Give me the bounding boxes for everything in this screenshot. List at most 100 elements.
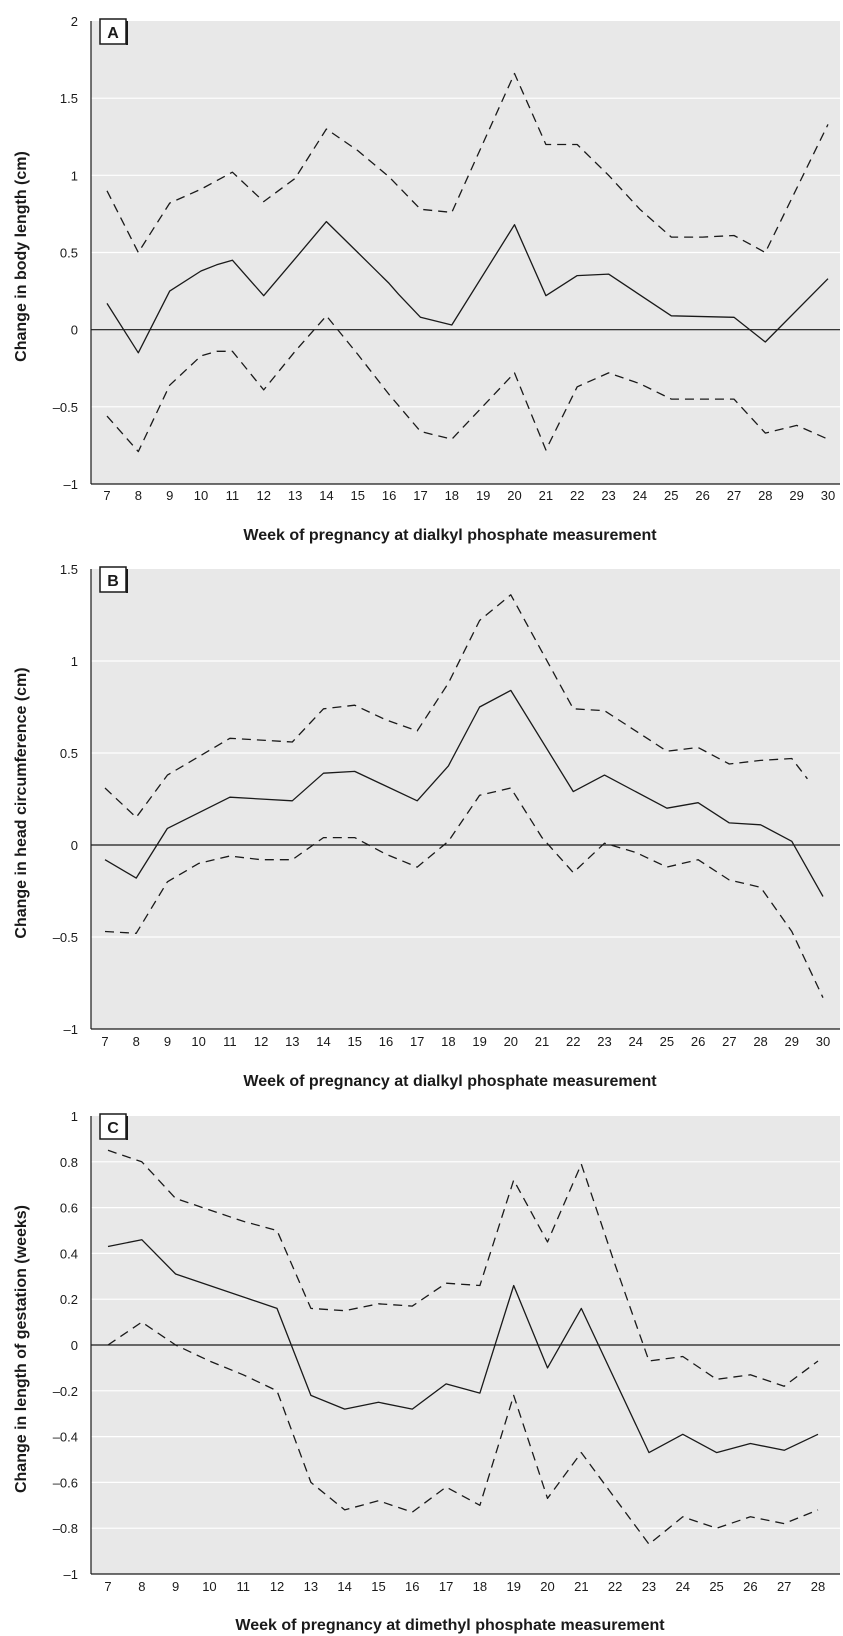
y-tick-label: 0	[71, 838, 78, 853]
y-tick-label: 0	[71, 323, 78, 338]
x-tick-label: 16	[379, 1034, 393, 1049]
y-tick-label: 0.5	[60, 246, 78, 261]
y-tick-label: 0.2	[60, 1292, 78, 1307]
x-tick-label: 11	[236, 1579, 250, 1594]
x-tick-label: 26	[743, 1579, 757, 1594]
y-tick-label: –0.2	[53, 1384, 78, 1399]
x-tick-label: 27	[777, 1579, 791, 1594]
x-tick-label: 17	[439, 1579, 453, 1594]
y-tick-label: –1	[64, 477, 78, 492]
x-tick-label: 21	[535, 1034, 549, 1049]
x-tick-label: 25	[664, 488, 678, 503]
y-tick-label: –0.4	[53, 1430, 78, 1445]
x-tick-label: 19	[472, 1034, 486, 1049]
x-tick-label: 23	[642, 1579, 656, 1594]
y-tick-label: –0.5	[53, 400, 78, 415]
x-tick-label: 28	[753, 1034, 767, 1049]
x-tick-label: 11	[223, 1034, 237, 1049]
x-tick-label: 22	[566, 1034, 580, 1049]
x-tick-label: 25	[660, 1034, 674, 1049]
confidence-bound-line	[104, 594, 808, 819]
x-tick-label: 16	[382, 488, 396, 503]
x-tick-label: 29	[785, 1034, 799, 1049]
y-tick-label: 0.6	[60, 1201, 78, 1216]
x-tick-label: 15	[371, 1579, 385, 1594]
x-tick-label: 23	[601, 488, 615, 503]
x-tick-label: 28	[758, 488, 772, 503]
x-tick-label: 13	[288, 488, 302, 503]
x-tick-label: 18	[473, 1579, 487, 1594]
y-tick-label: 1.5	[60, 91, 78, 106]
x-tick-label: 10	[202, 1579, 216, 1594]
y-tick-label: –0.8	[53, 1521, 78, 1536]
x-tick-label: 27	[727, 488, 741, 503]
x-axis-title: Week of pregnancy at dialkyl phosphate m…	[243, 527, 657, 544]
y-tick-label: 1	[71, 654, 78, 669]
x-tick-label: 12	[257, 488, 271, 503]
x-tick-label: 27	[722, 1034, 736, 1049]
x-tick-label: 14	[337, 1579, 351, 1594]
x-tick-label: 10	[194, 488, 208, 503]
x-tick-label: 29	[789, 488, 803, 503]
x-tick-label: 20	[507, 488, 521, 503]
panel-label-box	[99, 1113, 127, 1140]
x-tick-label: 9	[172, 1579, 179, 1594]
x-tick-label: 22	[570, 488, 584, 503]
x-tick-label: 30	[821, 488, 835, 503]
confidence-bound-line	[104, 787, 824, 998]
x-tick-label: 15	[348, 1034, 362, 1049]
x-tick-label: 28	[811, 1579, 825, 1594]
panel-label-box	[99, 18, 127, 45]
y-axis-title: Change in body length (cm)	[13, 151, 30, 362]
y-tick-label: –0.5	[53, 930, 78, 945]
x-tick-label: 16	[405, 1579, 419, 1594]
x-tick-label: 8	[138, 1579, 145, 1594]
x-tick-label: 7	[103, 488, 110, 503]
x-tick-label: 26	[691, 1034, 705, 1049]
estimate-line	[107, 1239, 819, 1454]
x-tick-label: 8	[133, 1034, 140, 1049]
y-tick-label: –1	[64, 1567, 78, 1582]
confidence-bound-line	[107, 1321, 819, 1545]
panel-b: –1 –0.5 0 0.5 1 1.5 7 8 9 10 11 12 13 14 15 16 17 18 19 20 2…	[13, 562, 840, 1090]
x-tick-label: 20	[540, 1579, 554, 1594]
estimate-line	[106, 220, 829, 354]
x-axis-title: Week of pregnancy at dimethyl phosphate …	[235, 1617, 665, 1634]
x-tick-label: 21	[574, 1579, 588, 1594]
confidence-bound-line	[107, 1149, 819, 1387]
y-axis-title: Change in length of gestation (weeks)	[13, 1205, 30, 1493]
x-tick-label: 12	[254, 1034, 268, 1049]
y-axis-title: Change in head circumference (cm)	[13, 667, 30, 938]
x-tick-label: 9	[164, 1034, 171, 1049]
x-tick-label: 19	[506, 1579, 520, 1594]
x-tick-label: 12	[270, 1579, 284, 1594]
x-tick-label: 23	[597, 1034, 611, 1049]
x-tick-label: 9	[166, 488, 173, 503]
x-tick-label: 13	[304, 1579, 318, 1594]
y-tick-label: 0.4	[60, 1246, 78, 1261]
x-tick-label: 24	[628, 1034, 642, 1049]
x-tick-label: 22	[608, 1579, 622, 1594]
y-tick-label: 0.8	[60, 1155, 78, 1170]
x-tick-label: 24	[676, 1579, 690, 1594]
y-tick-label: 0	[71, 1338, 78, 1353]
x-tick-label: 21	[539, 488, 553, 503]
y-tick-label: –0.6	[53, 1475, 78, 1490]
panel-a: –1–0.500.511.527 8 9 10 11 12 13 14 15 16 17 18 19 20…	[13, 14, 840, 544]
x-tick-label: 15	[351, 488, 365, 503]
y-tick-label: 1	[71, 1109, 78, 1124]
confidence-bound-line	[106, 72, 829, 254]
x-tick-label: 14	[319, 488, 333, 503]
x-tick-label: 26	[695, 488, 709, 503]
panel-c: –1–0.8–0.6–0.4–0.200.20.40.60.817 8 9 10 11 1…	[13, 1109, 840, 1634]
plot-background	[91, 569, 840, 1029]
x-tick-label: 18	[445, 488, 459, 503]
x-tick-label: 13	[285, 1034, 299, 1049]
estimate-line	[104, 689, 824, 897]
x-tick-label: 7	[104, 1579, 111, 1594]
x-tick-label: 19	[476, 488, 490, 503]
x-tick-label: 24	[633, 488, 647, 503]
x-tick-label: 11	[226, 488, 240, 503]
x-tick-label: 17	[410, 1034, 424, 1049]
